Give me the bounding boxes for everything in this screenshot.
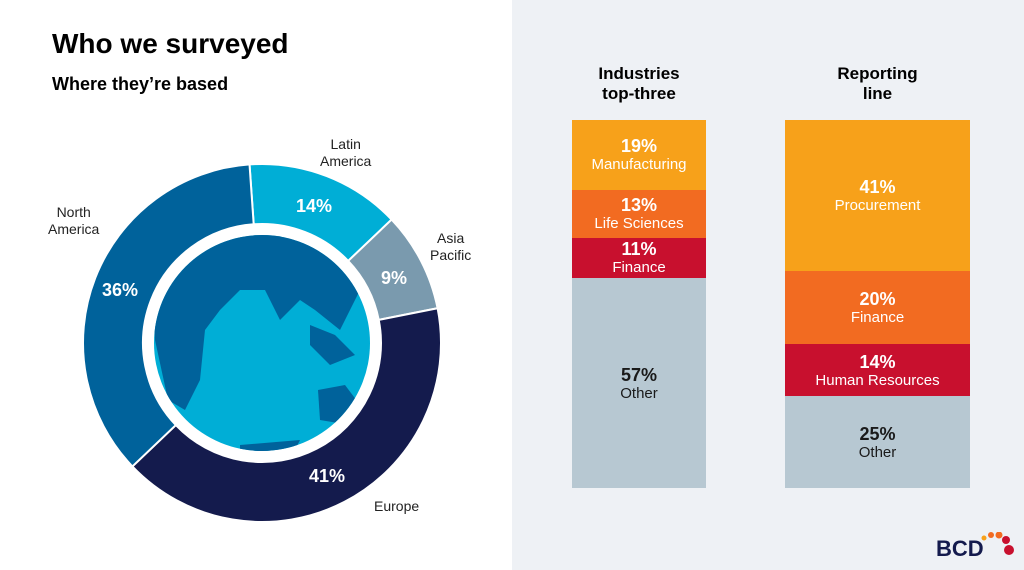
reporting-bar: 41% Procurement 20% Finance 14% Human Resourc… (785, 120, 970, 488)
segment-label: Procurement (834, 196, 921, 214)
segment-label: Life Sciences (594, 215, 684, 233)
label-asia-pacific: Asia Pacific (430, 230, 472, 263)
bcd-logo: BCD (936, 532, 1014, 561)
segment-value: 20% (859, 289, 896, 310)
segment-label: Other (620, 384, 658, 402)
industries-bar: 19% Manufacturing 13% Life Sciences 11% Finan… (572, 120, 706, 488)
page-subtitle: Where they’re based (52, 74, 229, 94)
segment-value: 25% (859, 423, 896, 444)
pct-north-america: 36% (102, 280, 139, 300)
bar-segment-human-resources: 14% Human Resources (785, 344, 970, 396)
bar-segment-finance: 11% Finance (572, 237, 706, 279)
pct-asia-pacific: 9% (381, 268, 408, 288)
pct-latin-america: 14% (296, 196, 333, 216)
donut-slice-north-america (82, 163, 255, 468)
donut-chart (82, 163, 442, 523)
bar-segment-manufacturing: 19% Manufacturing (572, 120, 706, 190)
col1-title: Industries top-three (598, 64, 680, 103)
segment-value: 19% (620, 136, 658, 157)
segment-value: 14% (859, 351, 896, 372)
label-europe: Europe (374, 498, 420, 514)
donut-slice-europe (130, 307, 442, 523)
segment-label: Human Resources (815, 371, 940, 389)
globe-icon (154, 235, 370, 451)
segment-value: 57% (620, 364, 658, 385)
bar-segment-finance: 20% Finance (785, 270, 970, 345)
bar-segment-other: 57% Other (572, 278, 706, 488)
bar-segment-life-sciences: 13% Life Sciences (572, 189, 706, 238)
col2-title: Reporting line (837, 64, 918, 103)
label-latin-america: Latin America (320, 136, 372, 169)
bar-segment-procurement: 41% Procurement (785, 120, 970, 271)
segment-value: 11% (621, 239, 657, 260)
segment-value: 41% (859, 176, 896, 197)
segment-label: Manufacturing (591, 156, 687, 174)
segment-value: 13% (620, 195, 658, 216)
label-north-america: North America (48, 204, 100, 237)
pct-europe: 41% (309, 466, 346, 486)
bar-segment-other: 25% Other (785, 396, 970, 488)
segment-label: Finance (850, 309, 905, 327)
svg-text:BCD: BCD (936, 536, 984, 561)
segment-label: Finance (612, 259, 666, 277)
page-title: Who we surveyed (52, 28, 289, 59)
segment-label: Other (858, 443, 897, 461)
